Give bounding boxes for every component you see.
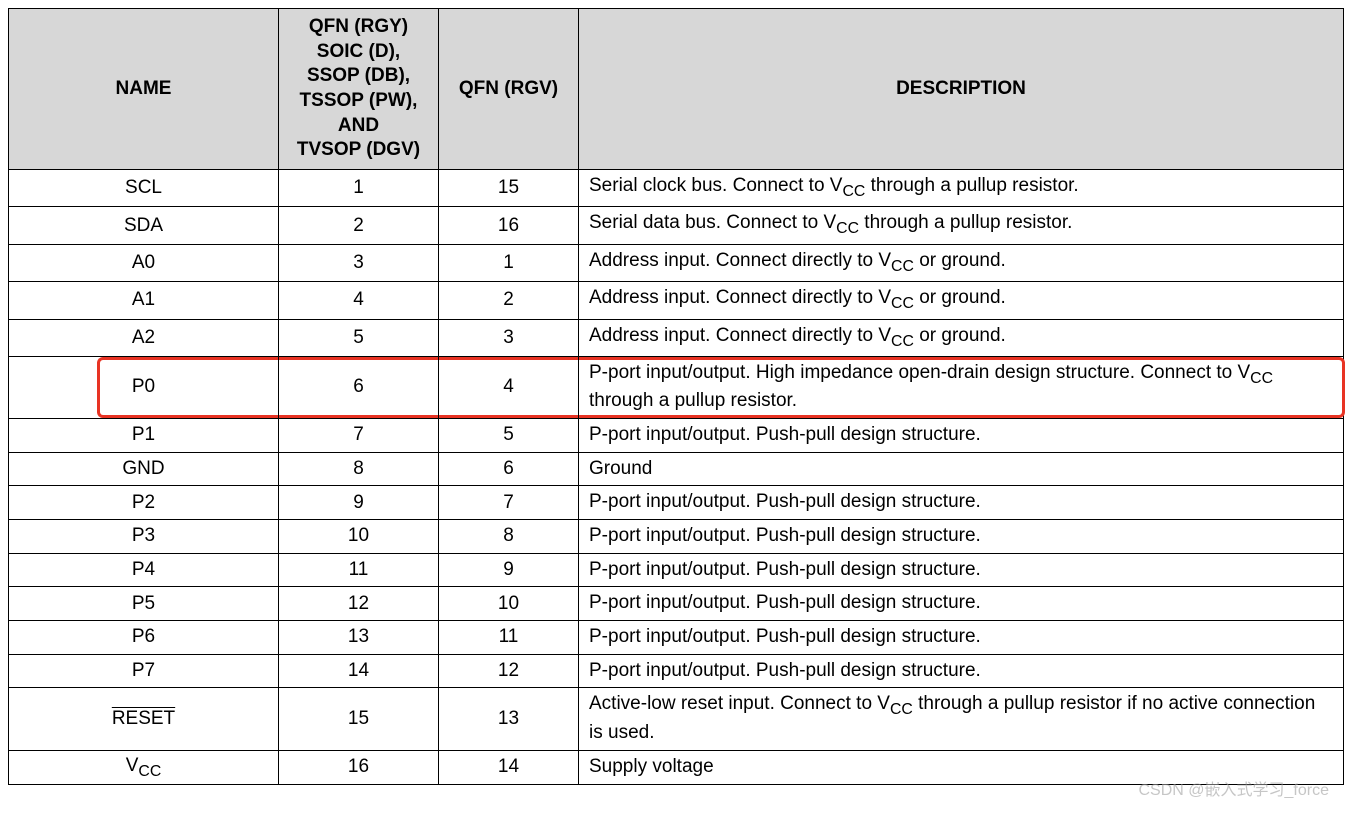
pin-name-cell: P7 — [9, 654, 279, 688]
table-row: P297P-port input/output. Push-pull desig… — [9, 486, 1344, 520]
pin-name-cell: VCC — [9, 750, 279, 785]
pin-number-pkg1-cell: 8 — [279, 452, 439, 486]
pin-number-pkg2-cell: 14 — [439, 750, 579, 785]
pin-number-pkg1-cell: 4 — [279, 282, 439, 319]
pin-number-pkg1-cell: 10 — [279, 520, 439, 554]
table-row: P71412P-port input/output. Push-pull des… — [9, 654, 1344, 688]
watermark-text: CSDN @嵌入式学习_force — [1139, 776, 1330, 800]
pin-number-pkg1-cell: 13 — [279, 621, 439, 655]
pin-number-pkg2-cell: 12 — [439, 654, 579, 688]
pin-number-pkg2-cell: 10 — [439, 587, 579, 621]
pin-description-table: NAME QFN (RGY)SOIC (D),SSOP (DB),TSSOP (… — [8, 8, 1344, 785]
pin-name-cell: P6 — [9, 621, 279, 655]
col-header-qfn-rgv: QFN (RGV) — [439, 9, 579, 170]
pin-number-pkg1-cell: 9 — [279, 486, 439, 520]
col-header-packages: QFN (RGY)SOIC (D),SSOP (DB),TSSOP (PW),A… — [279, 9, 439, 170]
pin-name-cell: P1 — [9, 418, 279, 452]
pin-number-pkg1-cell: 6 — [279, 356, 439, 418]
pin-number-pkg2-cell: 15 — [439, 170, 579, 207]
pin-number-pkg1-cell: 11 — [279, 553, 439, 587]
table-row: SDA216Serial data bus. Connect to VCC th… — [9, 207, 1344, 244]
pin-description-cell: Serial clock bus. Connect to VCC through… — [579, 170, 1344, 207]
pin-number-pkg2-cell: 2 — [439, 282, 579, 319]
pin-name-cell: P3 — [9, 520, 279, 554]
table-row: A142Address input. Connect directly to V… — [9, 282, 1344, 319]
pin-description-cell: P-port input/output. High impedance open… — [579, 356, 1344, 418]
pin-number-pkg2-cell: 4 — [439, 356, 579, 418]
pin-number-pkg1-cell: 1 — [279, 170, 439, 207]
pin-name-cell: P2 — [9, 486, 279, 520]
table-row: P61311P-port input/output. Push-pull des… — [9, 621, 1344, 655]
table-row: A031Address input. Connect directly to V… — [9, 244, 1344, 281]
pin-description-cell: Serial data bus. Connect to VCC through … — [579, 207, 1344, 244]
pin-number-pkg2-cell: 5 — [439, 418, 579, 452]
pin-number-pkg1-cell: 14 — [279, 654, 439, 688]
pin-description-cell: P-port input/output. Push-pull design st… — [579, 520, 1344, 554]
pin-number-pkg2-cell: 3 — [439, 319, 579, 356]
table-row: SCL115Serial clock bus. Connect to VCC t… — [9, 170, 1344, 207]
pin-number-pkg1-cell: 15 — [279, 688, 439, 750]
table-row: P4119P-port input/output. Push-pull desi… — [9, 553, 1344, 587]
pin-number-pkg2-cell: 13 — [439, 688, 579, 750]
pin-description-cell: Address input. Connect directly to VCC o… — [579, 282, 1344, 319]
pin-number-pkg2-cell: 7 — [439, 486, 579, 520]
pin-number-pkg2-cell: 16 — [439, 207, 579, 244]
col-header-description: DESCRIPTION — [579, 9, 1344, 170]
col-header-name: NAME — [9, 9, 279, 170]
pin-description-cell: P-port input/output. Push-pull design st… — [579, 621, 1344, 655]
pin-number-pkg2-cell: 6 — [439, 452, 579, 486]
pin-name-cell: SCL — [9, 170, 279, 207]
pin-name-cell: SDA — [9, 207, 279, 244]
pin-number-pkg1-cell: 16 — [279, 750, 439, 785]
pin-number-pkg1-cell: 7 — [279, 418, 439, 452]
pin-number-pkg2-cell: 1 — [439, 244, 579, 281]
table-row: P175P-port input/output. Push-pull desig… — [9, 418, 1344, 452]
pin-description-cell: Active-low reset input. Connect to VCC t… — [579, 688, 1344, 750]
table-header-row: NAME QFN (RGY)SOIC (D),SSOP (DB),TSSOP (… — [9, 9, 1344, 170]
pin-name-cell: P4 — [9, 553, 279, 587]
pin-description-cell: P-port input/output. Push-pull design st… — [579, 587, 1344, 621]
pin-number-pkg1-cell: 5 — [279, 319, 439, 356]
pin-number-pkg1-cell: 2 — [279, 207, 439, 244]
pin-description-cell: Address input. Connect directly to VCC o… — [579, 319, 1344, 356]
pin-number-pkg2-cell: 9 — [439, 553, 579, 587]
pin-name-cell: A2 — [9, 319, 279, 356]
pin-description-cell: P-port input/output. Push-pull design st… — [579, 654, 1344, 688]
pin-number-pkg1-cell: 12 — [279, 587, 439, 621]
table-row: P51210P-port input/output. Push-pull des… — [9, 587, 1344, 621]
pin-description-cell: P-port input/output. Push-pull design st… — [579, 486, 1344, 520]
table-row: GND86Ground — [9, 452, 1344, 486]
pin-number-pkg1-cell: 3 — [279, 244, 439, 281]
pin-description-cell: P-port input/output. Push-pull design st… — [579, 553, 1344, 587]
pin-number-pkg2-cell: 11 — [439, 621, 579, 655]
pin-description-cell: Address input. Connect directly to VCC o… — [579, 244, 1344, 281]
pin-number-pkg2-cell: 8 — [439, 520, 579, 554]
pin-name-cell: A1 — [9, 282, 279, 319]
pin-name-cell: P5 — [9, 587, 279, 621]
pin-description-cell: P-port input/output. Push-pull design st… — [579, 418, 1344, 452]
table-row: P3108P-port input/output. Push-pull desi… — [9, 520, 1344, 554]
pin-name-cell: A0 — [9, 244, 279, 281]
pin-description-cell: Ground — [579, 452, 1344, 486]
pin-name-cell: P0 — [9, 356, 279, 418]
table-row: A253Address input. Connect directly to V… — [9, 319, 1344, 356]
pin-name-cell: RESET — [9, 688, 279, 750]
table-row: P064P-port input/output. High impedance … — [9, 356, 1344, 418]
pin-name-cell: GND — [9, 452, 279, 486]
table-row: RESET1513Active-low reset input. Connect… — [9, 688, 1344, 750]
